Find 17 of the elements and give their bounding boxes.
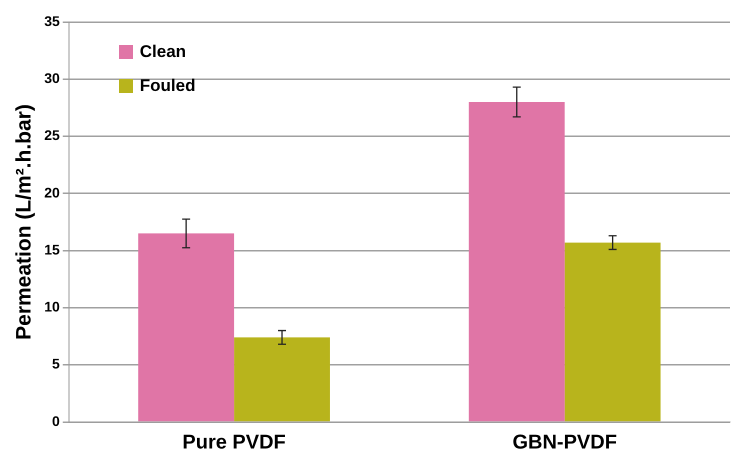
y-tick-label: 0 xyxy=(52,412,60,429)
y-tick-label: 5 xyxy=(52,356,60,372)
y-tick-label: 15 xyxy=(44,241,60,258)
bar xyxy=(564,242,661,422)
y-tick-label: 30 xyxy=(44,70,60,86)
y-tick-label: 25 xyxy=(44,127,60,144)
bar xyxy=(138,233,234,422)
y-axis-title: Permeation (L/m².h.bar) xyxy=(12,104,36,340)
y-tick-label: 20 xyxy=(44,184,60,200)
legend-label: Fouled xyxy=(140,76,196,96)
legend-label: Clean xyxy=(140,42,186,62)
x-tick-label: GBN-PVDF xyxy=(512,432,617,454)
y-tick-label: 10 xyxy=(44,298,60,315)
bar xyxy=(468,102,565,422)
x-tick-label: Pure PVDF xyxy=(182,432,286,454)
y-tick-label: 35 xyxy=(44,12,60,29)
bar xyxy=(234,337,330,422)
